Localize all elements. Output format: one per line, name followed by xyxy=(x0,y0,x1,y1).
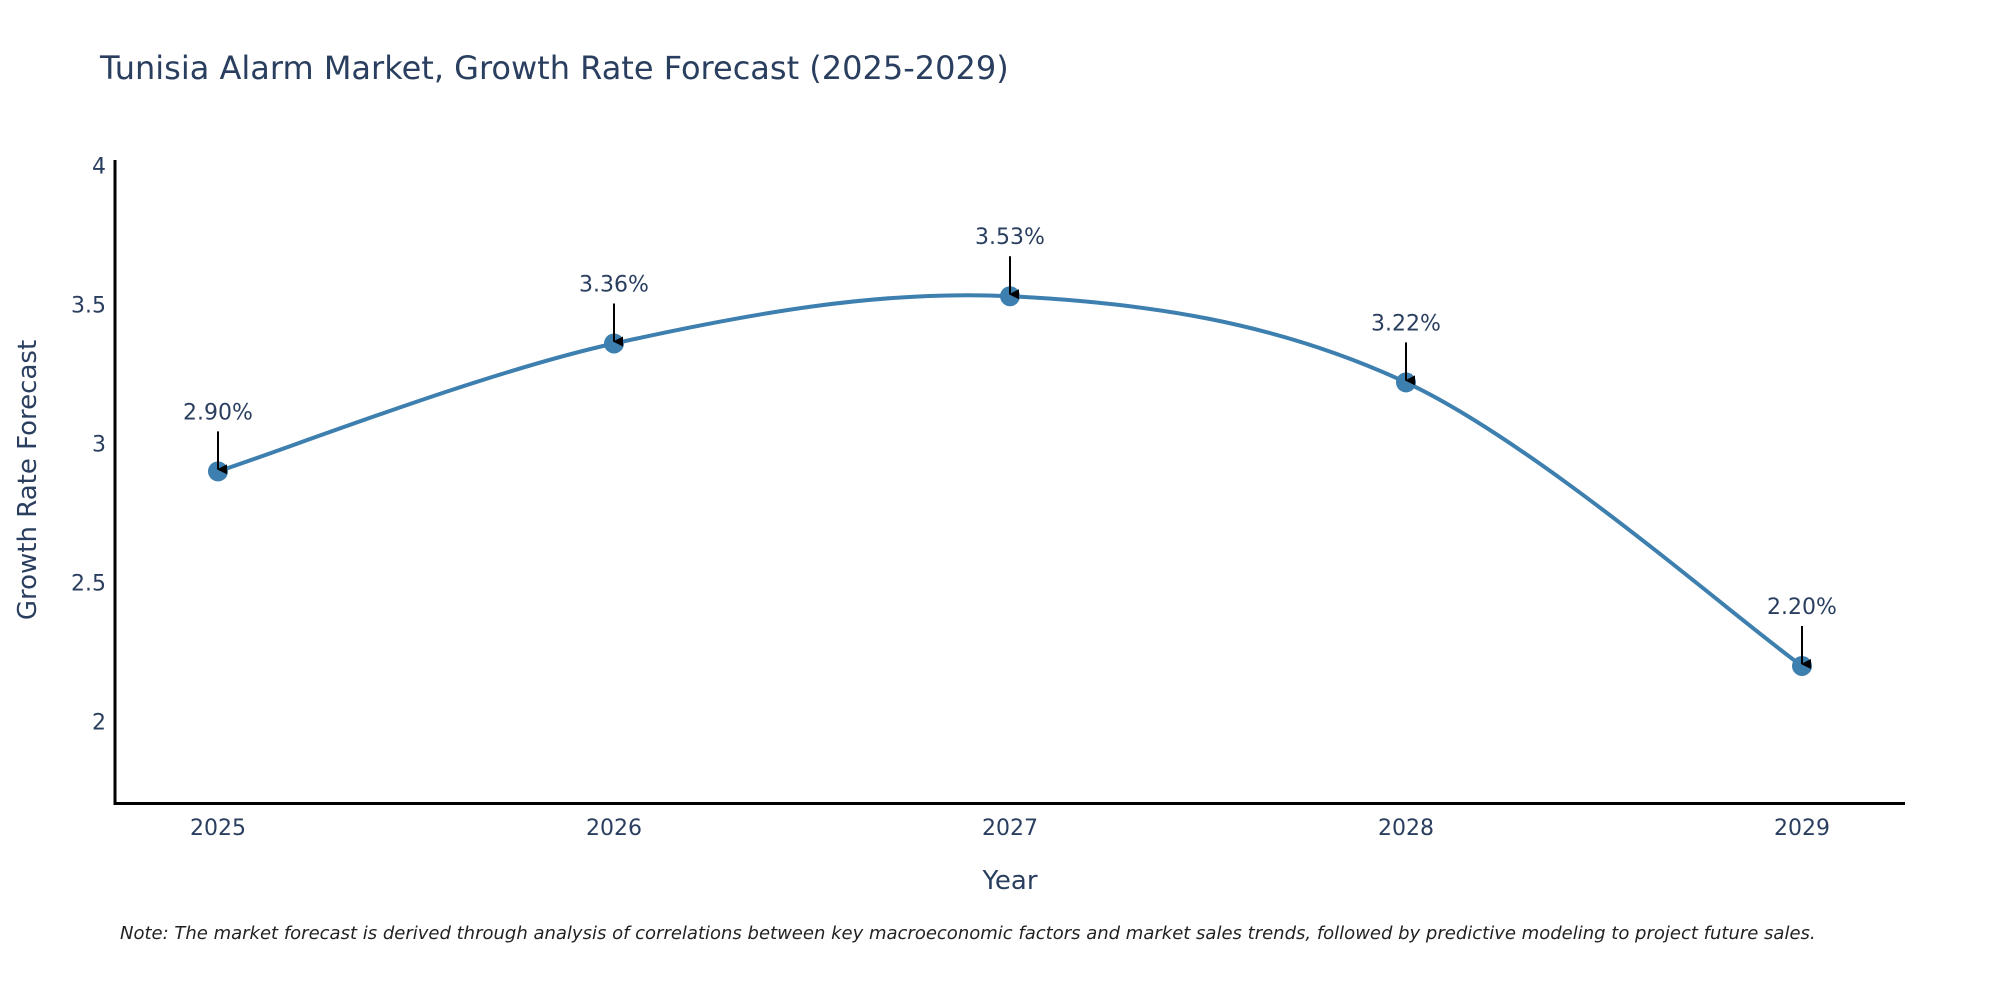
data-label: 2.90% xyxy=(183,400,253,425)
x-tick-label: 2028 xyxy=(1378,816,1434,841)
y-tick-label: 4 xyxy=(92,155,106,180)
y-axis-title: Growth Rate Forecast xyxy=(13,340,43,620)
y-tick-label: 2 xyxy=(92,711,106,736)
data-annotations: 2.90% 3.36% 3.53% 3.22% 2.20% xyxy=(183,225,1837,669)
y-axis-ticks: 2 2.5 3 3.5 4 xyxy=(71,155,106,736)
x-tick-label: 2025 xyxy=(190,816,246,841)
forecast-note: Note: The market forecast is derived thr… xyxy=(120,923,1816,944)
data-label: 3.22% xyxy=(1371,311,1441,336)
data-label: 3.53% xyxy=(975,225,1045,250)
x-tick-label: 2029 xyxy=(1774,816,1830,841)
chart-title: Tunisia Alarm Market, Growth Rate Foreca… xyxy=(99,49,1009,87)
x-tick-label: 2027 xyxy=(982,816,1038,841)
y-tick-label: 3.5 xyxy=(71,294,106,319)
x-axis-ticks: 2025 2026 2027 2028 2029 xyxy=(190,816,1830,841)
y-tick-label: 2.5 xyxy=(71,572,106,597)
y-tick-label: 3 xyxy=(92,433,106,458)
x-axis-title: Year xyxy=(981,866,1037,896)
data-label: 3.36% xyxy=(579,272,649,297)
x-tick-label: 2026 xyxy=(586,816,642,841)
data-points xyxy=(208,286,1812,676)
series-line xyxy=(217,293,1804,668)
data-label: 2.20% xyxy=(1767,595,1837,620)
